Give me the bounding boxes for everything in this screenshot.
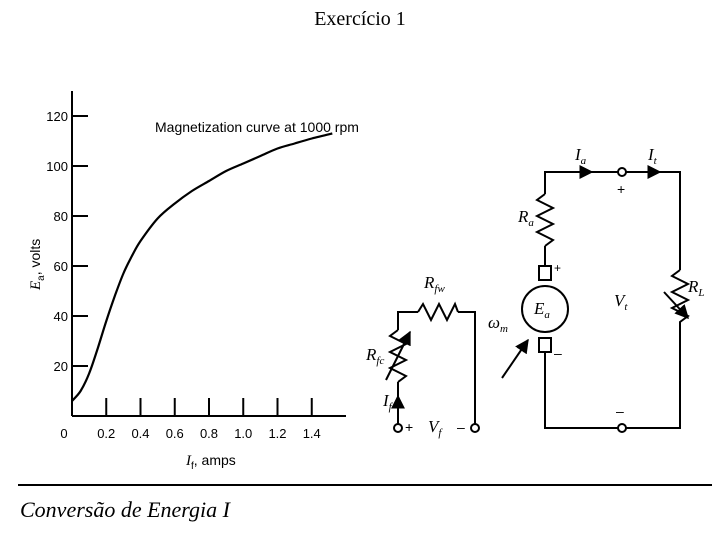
label-rfc: Rfc (365, 345, 384, 367)
label-vf: Vf (428, 417, 443, 439)
rl-variable-arrow (663, 291, 689, 320)
rfc-variable-arrow (385, 330, 411, 381)
y-tick-label: 100 (46, 159, 68, 174)
armature-wire-bottom (544, 352, 618, 429)
resistor-rl (669, 269, 691, 330)
machine-circle (521, 285, 569, 333)
label-wm: ωm (488, 313, 508, 335)
label-ia: Ia (574, 145, 587, 167)
y-tick-label: 60 (54, 259, 68, 274)
brush-bottom (538, 337, 552, 353)
field-minus-sign: – (457, 419, 465, 435)
label-ra: Ra (517, 207, 534, 229)
x-tick-label: 0.4 (131, 426, 149, 441)
field-circuit (385, 301, 529, 433)
chart-ticks: 20 40 60 80 100 120 0 0.2 0.4 0.6 0.8 1.0 1.2 1.4 (46, 109, 320, 441)
x-axis-label: If, amps (185, 452, 236, 472)
curve-annotation: Magnetization curve at 1000 rpm (155, 119, 359, 135)
footer-divider (18, 484, 712, 486)
magnetization-chart: 20 40 60 80 100 120 0 0.2 0.4 0.6 0.8 1.0 1.2 1.4 Mag… (27, 91, 359, 472)
field-wire-top (397, 311, 418, 330)
label-ea: Ea (533, 299, 550, 321)
label-vt: Vt (614, 291, 628, 313)
terminal-minus-sign: – (616, 403, 624, 419)
field-plus-sign: + (405, 419, 413, 435)
field-wire-right (458, 311, 476, 424)
x-tick-label: 0.6 (166, 426, 184, 441)
y-tick-label: 80 (54, 209, 68, 224)
slide-footer: Conversão de Energia I (20, 497, 230, 522)
label-rl: RL (687, 277, 705, 299)
x-tick-label: 0.2 (97, 426, 115, 441)
terminal-top (617, 167, 627, 177)
y-tick-label: 20 (54, 359, 68, 374)
x-tick-label: 1.2 (268, 426, 286, 441)
brush-minus-sign: – (554, 345, 562, 361)
label-if: If (382, 391, 394, 413)
speed-arrow (501, 338, 529, 379)
field-terminal-left (393, 423, 403, 433)
generator-circuit-diagram: Rfw Rfc If + Vf – ωm Ia It + Ra + Ea – V… (365, 145, 705, 439)
resistor-ra (534, 193, 556, 247)
magnetization-curve (71, 132, 333, 402)
brush-top (538, 265, 552, 281)
brush-plus-sign: + (554, 261, 561, 275)
slide-title: Exercício 1 (314, 8, 406, 30)
terminal-bottom (617, 423, 627, 433)
armature-wire-top (544, 171, 618, 194)
load-wire-top (626, 171, 681, 270)
x-tick-label: 1.4 (303, 426, 321, 441)
label-rfw: Rfw (423, 273, 445, 295)
field-resistor-rfw (417, 301, 459, 323)
x-tick-label: 0.8 (200, 426, 218, 441)
field-terminal-right (470, 423, 480, 433)
terminal-plus-sign: + (617, 181, 625, 197)
y-tick-label: 120 (46, 109, 68, 124)
load-wire-bottom (626, 330, 681, 429)
x-tick-label: 1.0 (234, 426, 252, 441)
armature-circuit (521, 165, 691, 433)
y-axis-label: Ea, volts (27, 239, 47, 291)
x-tick-label: 0 (60, 426, 67, 441)
y-tick-label: 40 (54, 309, 68, 324)
label-it: It (647, 145, 658, 167)
